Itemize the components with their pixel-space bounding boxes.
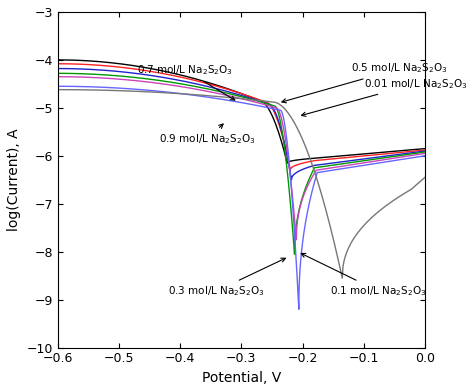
Text: 0.7 mol/L Na$_2$S$_2$O$_3$: 0.7 mol/L Na$_2$S$_2$O$_3$: [137, 64, 235, 100]
Text: 0.1 mol/L Na$_2$S$_2$O$_3$: 0.1 mol/L Na$_2$S$_2$O$_3$: [301, 254, 427, 298]
Text: 0.5 mol/L Na$_2$S$_2$O$_3$: 0.5 mol/L Na$_2$S$_2$O$_3$: [282, 62, 448, 103]
X-axis label: Potential, V: Potential, V: [201, 371, 281, 385]
Text: 0.01 mol/L Na$_2$S$_2$O$_3$: 0.01 mol/L Na$_2$S$_2$O$_3$: [301, 77, 467, 116]
Y-axis label: log(Current), A: log(Current), A: [7, 129, 21, 231]
Text: 0.9 mol/L Na$_2$S$_2$O$_3$: 0.9 mol/L Na$_2$S$_2$O$_3$: [159, 124, 255, 146]
Text: 0.3 mol/L Na$_2$S$_2$O$_3$: 0.3 mol/L Na$_2$S$_2$O$_3$: [168, 258, 285, 298]
